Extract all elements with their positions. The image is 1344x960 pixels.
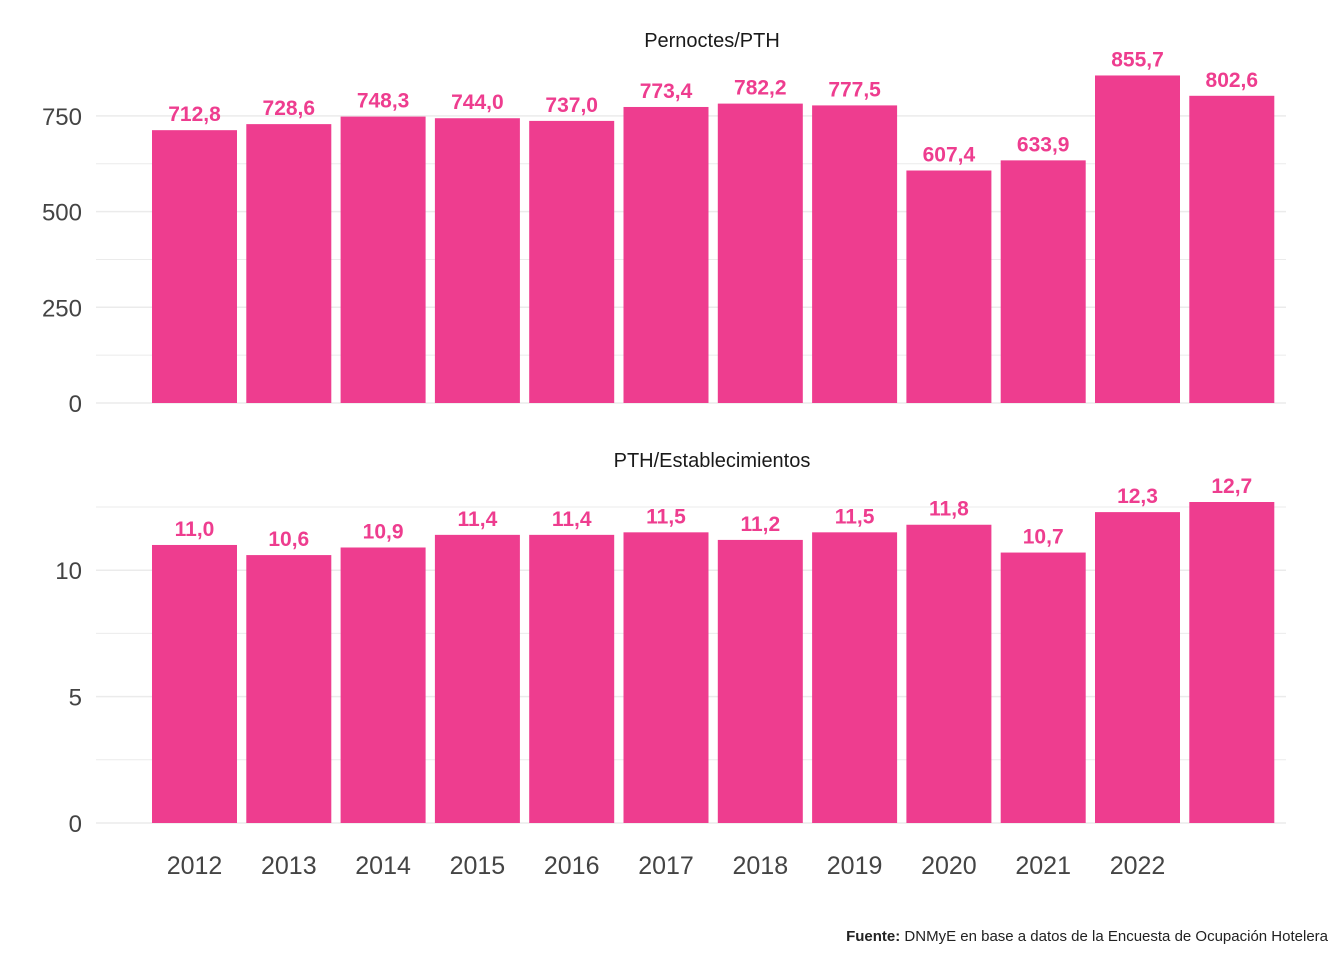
bar [812,532,898,823]
data-label: 748,3 [357,90,410,113]
bar [1189,502,1275,823]
bar [1095,512,1180,823]
bar [152,544,237,823]
data-label: 10,9 [363,520,404,543]
y-tick-label: 0 [69,391,82,418]
bar [623,532,709,823]
bar [340,116,426,403]
x-tick-label: 2014 [355,852,411,880]
bar [1189,95,1275,404]
data-label: 11,5 [646,505,686,528]
data-label: 782,2 [734,77,787,100]
bar [434,534,520,823]
data-label: 737,0 [545,94,598,117]
y-tick-label: 250 [42,295,82,322]
data-label: 728,6 [263,97,316,120]
data-label: 10,6 [268,528,309,551]
x-tick-label: 2015 [450,852,506,880]
x-tick-label: 2017 [638,852,694,880]
x-tick-label: 2013 [261,852,317,880]
bar [812,105,898,403]
data-label: 11,4 [458,508,498,531]
data-label: 11,8 [929,498,969,521]
bar [529,534,615,823]
data-label: 12,7 [1211,475,1252,498]
data-label: 855,7 [1111,48,1164,71]
panel-title-pernoctes: Pernoctes/PTH [644,30,780,52]
bar [152,130,237,403]
x-tick-label: 2018 [732,852,788,880]
data-label: 744,0 [451,91,504,114]
source-text: DNMyE en base a datos de la Encuesta de … [900,928,1328,945]
bar [717,103,803,404]
y-tick-label: 500 [42,200,82,227]
bar [246,555,332,823]
data-label: 12,3 [1117,485,1158,508]
bar [1000,160,1086,403]
panel-pth-establecimientos: 0 5 10 11,0 10,6 10,9 11,4 11,4 11,5 11,2 11,5 11,8… [55,475,1286,838]
bar [717,539,803,823]
data-label: 11,4 [552,508,592,531]
y-tick-label: 750 [42,104,82,131]
x-tick-label: 2016 [544,852,600,880]
bar [529,120,615,404]
data-label: 11,2 [740,513,780,536]
data-label: 773,4 [640,80,693,103]
data-label: 777,5 [828,78,881,101]
bar [1095,75,1180,403]
bar [906,170,992,403]
bar [434,118,520,403]
x-tick-label: 2019 [827,852,883,880]
x-axis-labels: 2012 2013 2014 2015 2016 2017 2018 2019 2020 2021… [167,852,1166,880]
panel-pernoctes-pth: 0 250 500 750 712,8 728,6 748,3 744,0 737,0 773,4… [42,48,1286,418]
data-label: 712,8 [168,103,221,126]
bar [1000,552,1086,823]
source-note: Fuente: DNMyE en base a datos de la Encu… [846,928,1328,945]
y-tick-label: 0 [69,811,82,838]
bar [623,106,709,403]
x-tick-label: 2022 [1110,852,1166,880]
data-label: 11,5 [835,505,875,528]
y-tick-label: 5 [69,685,82,712]
bar [906,524,992,823]
data-label: 607,4 [923,144,976,167]
data-label: 633,9 [1017,133,1070,156]
panel-title-pth-establecimientos: PTH/Establecimientos [614,450,811,472]
x-tick-label: 2020 [921,852,977,880]
bar [246,124,332,403]
x-tick-label: 2021 [1015,852,1071,880]
source-label: Fuente: [846,928,901,945]
data-label: 802,6 [1206,69,1259,92]
x-tick-label: 2012 [167,852,223,880]
data-label: 11,0 [175,518,215,541]
y-tick-label: 10 [55,558,82,585]
data-label: 10,7 [1023,526,1064,549]
bar [340,547,426,823]
